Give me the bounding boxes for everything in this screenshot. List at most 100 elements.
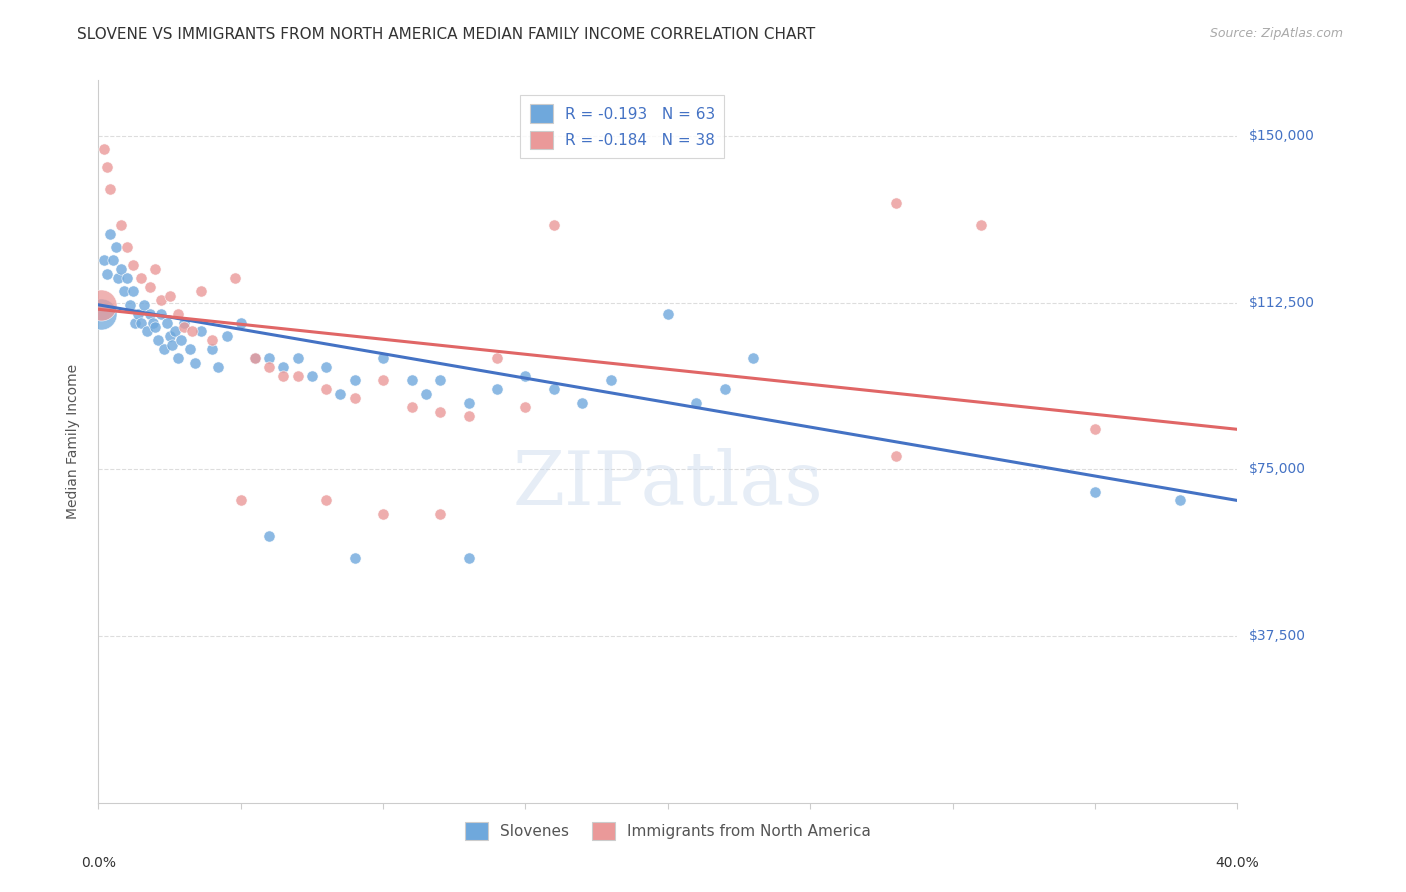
Point	[153, 343, 176, 357]
Text: $112,500: $112,500	[1249, 295, 1315, 310]
Point	[159, 329, 181, 343]
Point	[657, 307, 679, 321]
Point	[287, 368, 309, 383]
Point	[429, 373, 451, 387]
Point	[201, 343, 224, 357]
Point	[173, 316, 195, 330]
Point	[1170, 493, 1192, 508]
Text: Source: ZipAtlas.com: Source: ZipAtlas.com	[1209, 27, 1343, 40]
Point	[129, 316, 152, 330]
Point	[141, 316, 163, 330]
Point	[170, 334, 193, 348]
Point	[110, 218, 132, 232]
Point	[515, 368, 537, 383]
Point	[132, 298, 155, 312]
Point	[1084, 422, 1107, 436]
Point	[98, 182, 121, 196]
Point	[148, 334, 170, 348]
Point	[429, 507, 451, 521]
Point	[742, 351, 765, 366]
Point	[138, 280, 160, 294]
Point	[243, 351, 266, 366]
Point	[173, 320, 195, 334]
Point	[201, 334, 224, 348]
Point	[224, 271, 246, 285]
Point	[90, 307, 112, 321]
Point	[343, 391, 366, 405]
Point	[714, 382, 737, 396]
Point	[600, 373, 623, 387]
Point	[112, 285, 135, 299]
Point	[150, 307, 173, 321]
Point	[135, 325, 157, 339]
Point	[315, 493, 337, 508]
Point	[190, 285, 212, 299]
Point	[486, 351, 509, 366]
Point	[373, 351, 395, 366]
Point	[273, 360, 295, 375]
Point	[884, 449, 907, 463]
Point	[159, 289, 181, 303]
Point	[401, 373, 423, 387]
Point	[145, 262, 167, 277]
Point	[259, 351, 281, 366]
Point	[273, 368, 295, 383]
Point	[179, 343, 201, 357]
Point	[96, 267, 118, 281]
Text: 40.0%: 40.0%	[1215, 856, 1260, 871]
Point	[167, 351, 190, 366]
Y-axis label: Median Family Income: Median Family Income	[66, 364, 80, 519]
Point	[457, 551, 479, 566]
Point	[138, 307, 160, 321]
Point	[98, 227, 121, 241]
Point	[329, 386, 352, 401]
Point	[373, 373, 395, 387]
Point	[121, 258, 143, 272]
Point	[121, 285, 143, 299]
Point	[229, 493, 252, 508]
Point	[167, 307, 190, 321]
Point	[215, 329, 238, 343]
Point	[110, 262, 132, 277]
Text: SLOVENE VS IMMIGRANTS FROM NORTH AMERICA MEDIAN FAMILY INCOME CORRELATION CHART: SLOVENE VS IMMIGRANTS FROM NORTH AMERICA…	[77, 27, 815, 42]
Point	[343, 373, 366, 387]
Point	[457, 409, 479, 423]
Point	[118, 298, 141, 312]
Point	[207, 360, 229, 375]
Point	[543, 382, 565, 396]
Point	[115, 240, 138, 254]
Point	[184, 356, 207, 370]
Point	[165, 325, 187, 339]
Point	[259, 360, 281, 375]
Point	[287, 351, 309, 366]
Point	[181, 325, 204, 339]
Point	[259, 529, 281, 543]
Point	[685, 395, 707, 409]
Point	[96, 160, 118, 174]
Point	[515, 400, 537, 414]
Point	[162, 338, 184, 352]
Point	[543, 218, 565, 232]
Point	[884, 195, 907, 210]
Point	[970, 218, 993, 232]
Point	[93, 142, 115, 156]
Text: $150,000: $150,000	[1249, 128, 1315, 143]
Point	[315, 382, 337, 396]
Point	[107, 271, 129, 285]
Point	[127, 307, 149, 321]
Point	[343, 551, 366, 566]
Point	[315, 360, 337, 375]
Point	[457, 395, 479, 409]
Point	[145, 320, 167, 334]
Point	[229, 316, 252, 330]
Point	[571, 395, 593, 409]
Point	[115, 271, 138, 285]
Point	[101, 253, 124, 268]
Point	[429, 404, 451, 418]
Point	[373, 507, 395, 521]
Text: $37,500: $37,500	[1249, 629, 1306, 643]
Point	[93, 253, 115, 268]
Point	[301, 368, 323, 383]
Point	[104, 240, 127, 254]
Text: 0.0%: 0.0%	[82, 856, 115, 871]
